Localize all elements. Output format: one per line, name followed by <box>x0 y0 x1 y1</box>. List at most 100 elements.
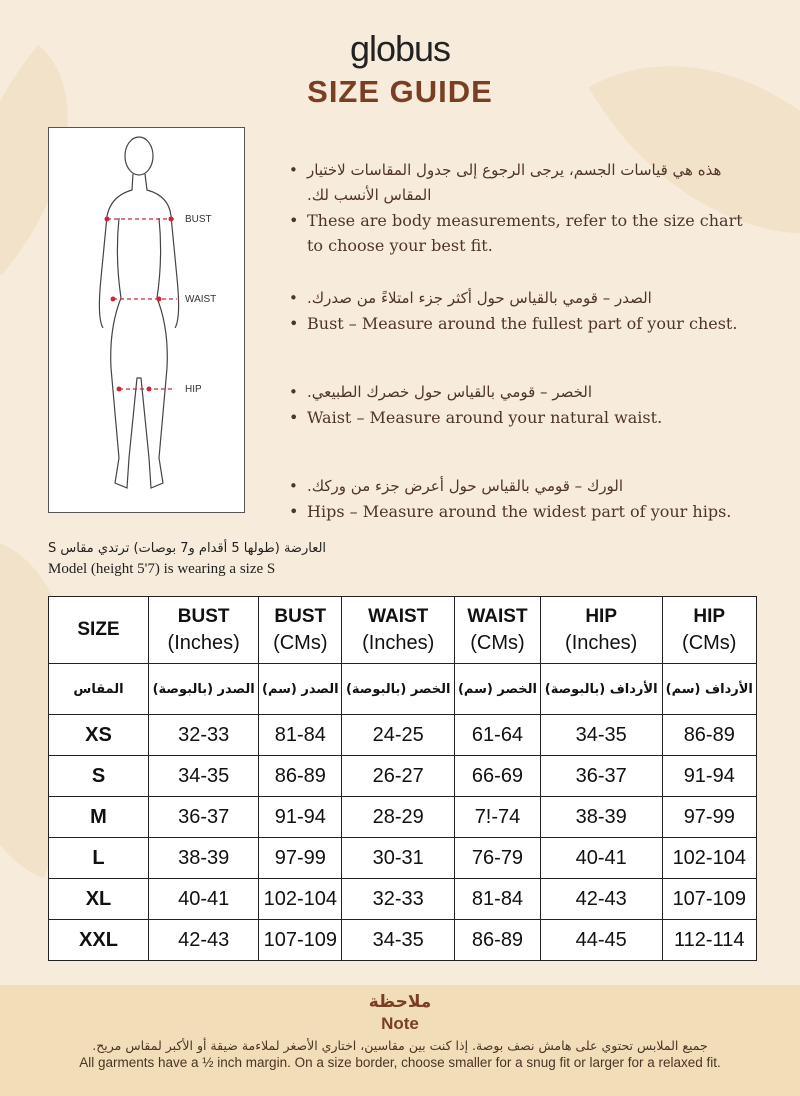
measurement-cell: 36-37 <box>147 796 260 838</box>
column-header: BUST (CMs) <box>258 596 343 664</box>
measurement-cell: 107-109 <box>258 919 343 961</box>
waist-label: WAIST <box>185 294 217 305</box>
measurement-instructions: هذه هي قياسات الجسم، يرجى الرجوع إلى جدو… <box>285 158 755 552</box>
instruction-en: Hips – Measure around the widest part of… <box>285 499 755 524</box>
size-cell: M <box>48 796 149 838</box>
bust-label: BUST <box>185 214 212 225</box>
body-silhouette-icon <box>98 136 180 489</box>
size-cell: XS <box>48 714 149 756</box>
measurement-cell: 107-109 <box>661 878 758 920</box>
measurement-cell: 81-84 <box>258 714 343 756</box>
measurement-cell: 66-69 <box>454 755 541 797</box>
measurement-cell: 40-41 <box>147 878 260 920</box>
column-header: HIP (CMs) <box>661 596 758 664</box>
table-row: L 38-39 97-99 30-31 76-79 40-41 102-104 <box>48 837 758 879</box>
size-cell: XXL <box>48 919 149 961</box>
measurement-cell: 81-84 <box>454 878 541 920</box>
column-header-unit: (CMs) <box>470 632 525 654</box>
instruction-en: These are body measurements, refer to th… <box>285 208 755 258</box>
note-title: Note <box>381 1014 419 1033</box>
measurement-cell: 97-99 <box>258 837 343 879</box>
size-cell: S <box>48 755 149 797</box>
header-row-ar: المقاس الصدر (بالبوصة) الصدر (سم) الخصر (با… <box>48 663 758 715</box>
body-measurement-figure: BUST WAIST HIP <box>48 127 245 513</box>
table-row: S 34-35 86-89 26-27 66-69 36-37 91-94 <box>48 755 758 797</box>
size-chart-table: SIZE BUST (Inches) BUST (CMs) WAIST (Inches) WA… <box>48 596 758 961</box>
measurement-cell: 76-79 <box>454 837 541 879</box>
brand-logo: globus <box>349 28 451 69</box>
measurement-cell: 7!-74 <box>454 796 541 838</box>
column-header: HIP (Inches) <box>539 596 663 664</box>
measurement-cell: 30-31 <box>341 837 456 879</box>
measurement-cell: 44-45 <box>539 919 663 961</box>
measurement-cell: 34-35 <box>147 755 260 797</box>
measurement-cell: 40-41 <box>539 837 663 879</box>
measurement-cell: 28-29 <box>341 796 456 838</box>
header-row: SIZE BUST (Inches) BUST (CMs) WAIST (Inches) WA… <box>48 596 758 664</box>
column-header-unit: (CMs) <box>682 632 737 654</box>
model-info: العارضة (طولها 5 أقدام و7 بوصات) ترتدي م… <box>48 538 326 580</box>
column-header-name: WAIST <box>368 606 429 627</box>
column-header-ar: الخصر (سم) <box>454 663 541 715</box>
note-text-ar: جميع الملابس تحتوي على هامش نصف بوصة. إذ… <box>92 1038 708 1053</box>
measurement-cell: 61-64 <box>454 714 541 756</box>
model-info-en: Model (height 5'7) is wearing a size S <box>48 561 276 577</box>
measurement-cell: 112-114 <box>661 919 758 961</box>
column-header-ar: الصدر (بالبوصة) <box>147 663 260 715</box>
column-header-unit: (Inches) <box>565 632 638 654</box>
column-header-ar: الأرداف (بالبوصة) <box>539 663 663 715</box>
column-header-ar: الأرداف (سم) <box>661 663 758 715</box>
table-row: M 36-37 91-94 28-29 7!-74 38-39 97-99 <box>48 796 758 838</box>
column-header-name: HIP <box>693 606 726 627</box>
column-header: BUST (Inches) <box>147 596 260 664</box>
column-header-name: WAIST <box>467 606 528 627</box>
instruction-ar: الورك – قومي بالقياس حول أعرض جزء من ورك… <box>285 474 755 499</box>
measurement-cell: 26-27 <box>341 755 456 797</box>
measurement-cell: 38-39 <box>147 837 260 879</box>
column-header-ar: الخصر (بالبوصة) <box>341 663 456 715</box>
measurement-cell: 34-35 <box>539 714 663 756</box>
size-cell: L <box>48 837 149 879</box>
measurement-cell: 86-89 <box>454 919 541 961</box>
measurement-cell: 91-94 <box>258 796 343 838</box>
column-header-name: SIZE <box>77 619 120 640</box>
measurement-cell: 36-37 <box>539 755 663 797</box>
column-header-ar: المقاس <box>48 663 149 715</box>
instruction-ar: هذه هي قياسات الجسم، يرجى الرجوع إلى جدو… <box>285 158 755 208</box>
instruction-ar: الخصر – قومي بالقياس حول خصرك الطبيعي. <box>285 380 755 405</box>
measurement-cell: 42-43 <box>147 919 260 961</box>
measurement-cell: 91-94 <box>661 755 758 797</box>
column-header-unit: (Inches) <box>167 632 240 654</box>
column-header-name: BUST <box>177 606 230 627</box>
column-header: WAIST (CMs) <box>454 596 541 664</box>
measurement-cell: 102-104 <box>258 878 343 920</box>
hip-label: HIP <box>185 384 202 395</box>
measurement-cell: 24-25 <box>341 714 456 756</box>
table-row: XXL 42-43 107-109 34-35 86-89 44-45 112-114 <box>48 919 758 961</box>
column-header-ar: الصدر (سم) <box>258 663 343 715</box>
measurement-cell: 86-89 <box>258 755 343 797</box>
instruction-en: Waist – Measure around your natural wais… <box>285 405 755 430</box>
measurement-cell: 38-39 <box>539 796 663 838</box>
note-section: ملاحظة Note جميع الملابس تحتوي على هامش … <box>0 985 800 1096</box>
table-row: XS 32-33 81-84 24-25 61-64 34-35 86-89 <box>48 714 758 756</box>
measurement-cell: 97-99 <box>661 796 758 838</box>
table-row: XL 40-41 102-104 32-33 81-84 42-43 107-109 <box>48 878 758 920</box>
instruction-en: Bust – Measure around the fullest part o… <box>285 311 755 336</box>
column-header: SIZE <box>48 596 149 664</box>
instruction-ar: الصدر – قومي بالقياس حول أكثر جزء امتلاء… <box>285 286 755 311</box>
measurement-cell: 32-33 <box>147 714 260 756</box>
note-text: All garments have a ½ inch margin. On a … <box>79 1055 721 1070</box>
column-header: WAIST (Inches) <box>341 596 456 664</box>
measurement-cell: 102-104 <box>661 837 758 879</box>
column-header-name: HIP <box>585 606 617 627</box>
column-header-unit: (CMs) <box>273 632 328 654</box>
instruction-group: الخصر – قومي بالقياس حول خصرك الطبيعي. W… <box>285 380 755 430</box>
measurement-cell: 42-43 <box>539 878 663 920</box>
column-header-name: BUST <box>274 606 327 627</box>
instruction-group: الورك – قومي بالقياس حول أعرض جزء من ورك… <box>285 474 755 524</box>
measurement-cell: 32-33 <box>341 878 456 920</box>
measurement-cell: 86-89 <box>661 714 758 756</box>
page-title: SIZE GUIDE <box>307 74 493 109</box>
